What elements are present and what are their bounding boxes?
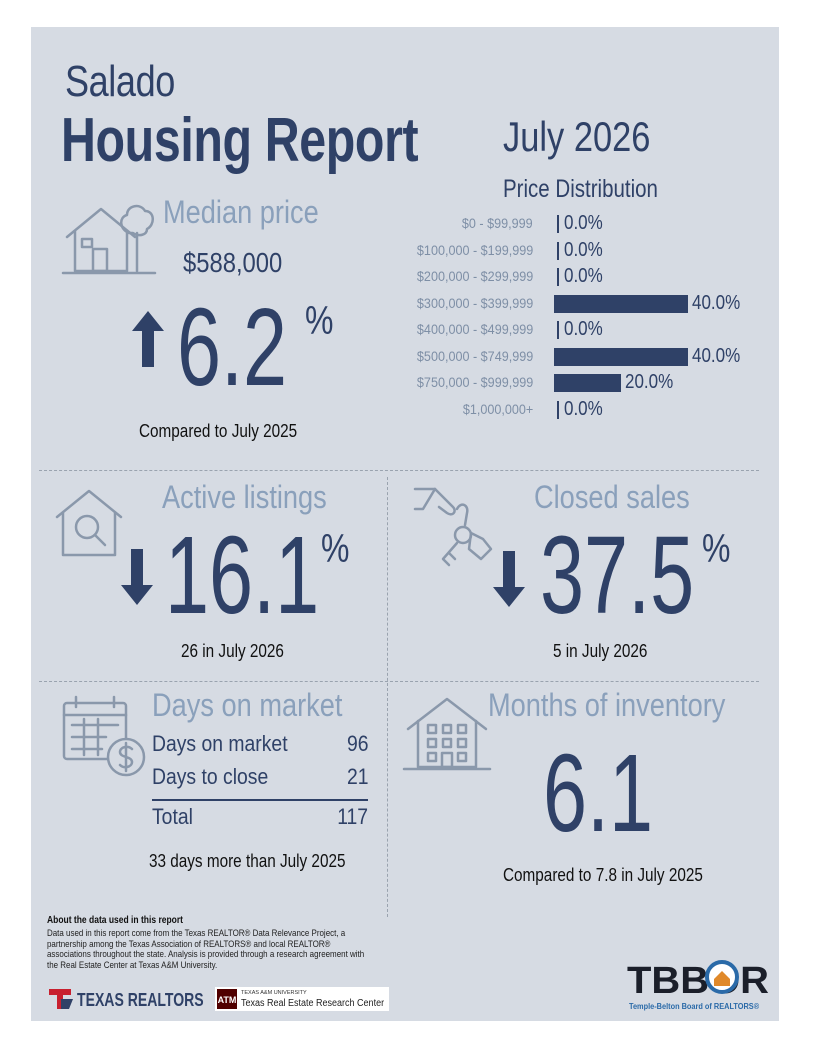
report-period: July 2026: [503, 113, 651, 160]
price-range-label: $500,000 - $749,999: [416, 347, 533, 364]
about-data-text: Data used in this report come from the T…: [47, 927, 365, 970]
calendar-dollar-icon: [62, 695, 146, 777]
price-row: $0 - $99,999 0.0%: [371, 211, 771, 238]
price-row: $1,000,000+ 0.0%: [371, 397, 771, 424]
arrow-down-icon: [121, 549, 153, 605]
price-bar-zero: [557, 400, 559, 419]
arrow-down-icon: [493, 551, 525, 607]
report-panel: Salado Housing Report July 2026 Median p…: [31, 27, 779, 1021]
price-range-label: $100,000 - $199,999: [416, 241, 533, 258]
price-bar: [554, 294, 688, 313]
price-row: $400,000 - $499,999 0.0%: [371, 317, 771, 344]
atm-emblem-icon: ATM: [217, 989, 237, 1009]
active-listings-count: 26 in July 2026: [181, 641, 284, 661]
tbbor-logo: TBBOR: [627, 960, 769, 999]
price-percent-label: 40.0%: [692, 344, 741, 367]
days-total-value: 117: [337, 804, 368, 829]
days-row-label: Days on market: [152, 731, 288, 756]
texas-am-logo: ATM: [215, 987, 389, 1011]
days-row-value: 96: [346, 731, 368, 756]
days-on-market-label: Days on market: [152, 687, 343, 723]
median-price-value: $588,000: [183, 247, 283, 278]
price-percent-label: 0.0%: [564, 318, 603, 340]
texas-realtors-logo: [49, 989, 73, 1009]
price-percent-label: 0.0%: [564, 238, 603, 261]
price-percent-label: 0.0%: [564, 397, 603, 420]
price-percent-label: 40.0%: [692, 291, 741, 314]
days-row: Days to close 21: [152, 762, 368, 795]
price-percent-label: 0.0%: [564, 212, 603, 234]
price-bar-zero: [557, 241, 559, 260]
closed-sales-percent-sign: %: [702, 527, 731, 571]
texas-realtors-wordmark: TEXAS REALTORS: [77, 990, 204, 1010]
days-on-market-comparison: 33 days more than July 2025: [149, 851, 346, 871]
price-row: $750,000 - $999,999 20.0%: [371, 370, 771, 397]
days-row-value: 21: [346, 764, 368, 789]
median-price-comparison: Compared to July 2025: [139, 421, 298, 441]
median-price-percent-sign: %: [305, 299, 334, 343]
median-price-label: Median price: [163, 194, 319, 230]
price-range-label: $1,000,000+: [462, 400, 533, 417]
price-range-label: $0 - $99,999: [462, 215, 533, 231]
price-range-label: $300,000 - $399,999: [416, 294, 533, 311]
research-center-label: Texas Real Estate Research Center: [241, 998, 385, 1009]
closed-sales-count: 5 in July 2026: [553, 641, 648, 661]
report-title: Housing Report: [61, 106, 419, 175]
days-row-label: Days to close: [152, 764, 269, 789]
price-percent-label: 20.0%: [625, 371, 674, 393]
total-rule: [152, 799, 368, 801]
price-row: $100,000 - $199,999 0.0%: [371, 238, 771, 265]
days-on-market-table: Days on market 96 Days to close 21: [152, 729, 368, 795]
apartment-building-icon: [402, 697, 492, 771]
divider-top: [39, 470, 759, 471]
closed-sales-change: 37.5: [540, 514, 695, 637]
active-listings-label: Active listings: [162, 479, 327, 515]
price-range-label: $200,000 - $299,999: [416, 268, 533, 284]
days-total-row: Total 117: [152, 804, 368, 834]
price-bar: [554, 374, 621, 392]
price-bar-zero: [557, 268, 559, 286]
price-row: $500,000 - $749,999 40.0%: [371, 344, 771, 371]
tbbor-full-name: Temple-Belton Board of REALTORS®: [629, 1002, 760, 1011]
days-total-label: Total: [152, 804, 193, 829]
divider-middle: [39, 681, 759, 682]
active-listings-percent-sign: %: [321, 527, 350, 571]
divider-vertical: [387, 477, 388, 917]
arrow-up-icon: [132, 311, 164, 367]
price-distribution-chart: $0 - $99,999 0.0% $100,000 - $199,999 0.0% $…: [371, 211, 771, 423]
months-of-inventory-label: Months of inventory: [488, 687, 726, 723]
months-of-inventory-comparison: Compared to 7.8 in July 2025: [503, 865, 703, 885]
about-data-title: About the data used in this report: [47, 915, 184, 926]
active-listings-change: 16.1: [165, 514, 320, 637]
price-range-label: $750,000 - $999,999: [416, 374, 533, 390]
price-range-label: $400,000 - $499,999: [416, 321, 533, 337]
price-bar-zero: [557, 215, 559, 233]
svg-text:ATM: ATM: [218, 995, 237, 1005]
median-price-change: 6.2: [177, 286, 288, 409]
price-bar: [554, 347, 688, 366]
price-distribution-title: Price Distribution: [503, 175, 658, 203]
price-bar-zero: [557, 321, 559, 339]
texas-am-university-label: TEXAS A&M UNIVERSITY: [241, 990, 307, 996]
hand-keys-icon: [413, 487, 493, 567]
price-percent-label: 0.0%: [564, 265, 603, 287]
months-of-inventory-value: 6.1: [543, 732, 654, 855]
house-search-icon: [55, 489, 123, 557]
city-name: Salado: [65, 57, 175, 106]
price-row: $300,000 - $399,999 40.0%: [371, 291, 771, 318]
tbbor-wordmark: TBBOR: [627, 960, 769, 999]
price-row: $200,000 - $299,999 0.0%: [371, 264, 771, 291]
days-row: Days on market 96: [152, 729, 368, 762]
house-tree-icon: [61, 204, 157, 275]
closed-sales-label: Closed sales: [534, 479, 690, 515]
